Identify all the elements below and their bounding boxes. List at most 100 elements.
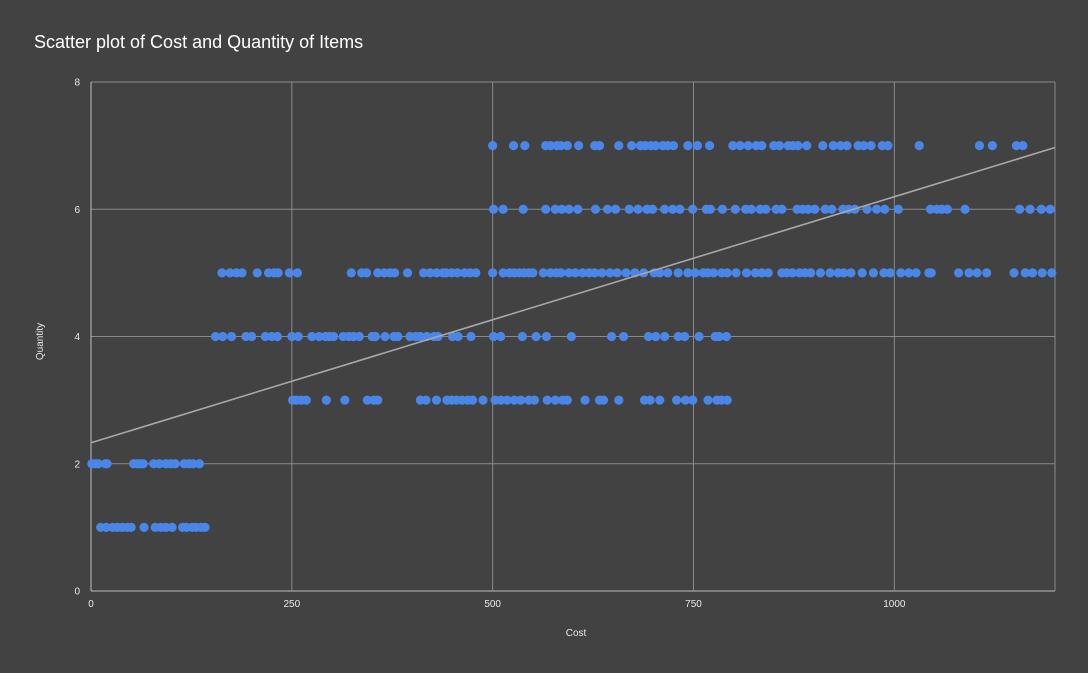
data-point <box>272 331 282 342</box>
data-point <box>735 141 745 151</box>
data-point <box>722 395 732 405</box>
data-point <box>531 331 541 342</box>
data-point <box>904 268 914 278</box>
data-point <box>879 268 889 278</box>
data-point <box>467 395 478 405</box>
data-point <box>566 331 576 342</box>
data-point <box>703 395 713 405</box>
data-point <box>373 268 383 278</box>
data-point <box>672 395 682 405</box>
data-point <box>217 268 227 278</box>
data-point <box>520 141 530 151</box>
data-point <box>252 268 262 278</box>
data-point <box>1036 204 1046 214</box>
data-point <box>896 268 906 278</box>
data-point <box>516 395 526 405</box>
data-point <box>556 268 566 278</box>
data-point <box>562 141 572 151</box>
data-point <box>750 268 760 278</box>
data-point <box>690 268 700 278</box>
data-point <box>471 268 481 278</box>
data-point <box>827 204 837 214</box>
data-point <box>659 331 670 342</box>
x-tick-label: 750 <box>685 599 702 610</box>
data-point <box>1018 141 1028 151</box>
data-point <box>139 522 149 532</box>
data-point <box>218 331 228 342</box>
data-point <box>557 204 567 214</box>
data-point <box>721 331 732 342</box>
data-point <box>728 141 738 151</box>
data-point <box>926 268 936 278</box>
data-point <box>390 268 400 278</box>
data-point <box>594 141 605 151</box>
data-point <box>542 395 552 405</box>
data-point <box>418 268 429 278</box>
data-point <box>556 141 566 151</box>
data-point <box>126 522 136 532</box>
data-point <box>508 141 519 151</box>
data-point <box>237 268 247 278</box>
y-axis-title: Quantity <box>35 323 46 360</box>
y-tick-label: 4 <box>74 332 80 343</box>
trendline <box>90 146 1056 444</box>
data-point <box>714 331 724 342</box>
data-point <box>590 204 601 214</box>
data-point <box>154 459 164 469</box>
data-point <box>942 204 952 214</box>
trendline-layer <box>90 146 1056 444</box>
data-point <box>517 331 527 342</box>
data-point <box>307 331 317 342</box>
data-point <box>1027 268 1038 278</box>
data-point <box>777 204 787 214</box>
data-point <box>722 268 732 278</box>
data-point <box>488 268 498 278</box>
data-point <box>545 141 556 151</box>
data-point <box>393 331 403 342</box>
data-point <box>1037 268 1047 278</box>
data-point <box>1015 204 1025 214</box>
data-point <box>757 268 767 278</box>
data-point <box>627 141 637 151</box>
data-point <box>415 331 425 342</box>
data-point <box>883 141 893 151</box>
data-point <box>167 522 177 532</box>
data-point <box>885 268 895 278</box>
data-point <box>498 268 508 278</box>
data-point <box>226 331 237 342</box>
data-point <box>466 331 476 342</box>
data-point <box>694 331 704 342</box>
data-point <box>421 395 431 405</box>
data-point <box>763 268 773 278</box>
data-point <box>496 395 506 405</box>
data-point <box>839 268 849 278</box>
tick-labels-layer: 0 2 4 6 8 0 250 500 750 1000 <box>74 78 905 611</box>
data-point <box>354 331 364 342</box>
data-point <box>746 204 756 214</box>
data-point <box>731 268 741 278</box>
data-point <box>688 204 698 214</box>
data-point <box>550 395 560 405</box>
x-tick-label: 500 <box>484 599 501 610</box>
data-point <box>717 204 728 214</box>
data-point <box>496 331 506 342</box>
data-point <box>708 268 719 278</box>
x-tick-label: 0 <box>88 599 94 610</box>
data-point <box>293 331 303 342</box>
data-point <box>188 459 198 469</box>
data-point <box>402 268 413 278</box>
data-point <box>655 395 665 405</box>
data-point <box>284 268 295 278</box>
data-point <box>610 204 621 214</box>
data-point <box>743 141 753 151</box>
data-point <box>683 268 693 278</box>
data-point <box>802 141 812 151</box>
data-point <box>518 204 528 214</box>
data-point <box>225 268 235 278</box>
data-point <box>598 395 609 405</box>
data-point <box>651 331 661 342</box>
data-point <box>590 268 600 278</box>
data-point <box>161 522 171 532</box>
y-tick-label: 0 <box>74 587 80 598</box>
